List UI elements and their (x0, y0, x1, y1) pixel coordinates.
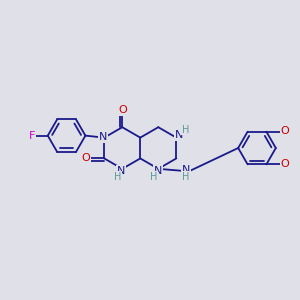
Text: F: F (29, 130, 35, 141)
Text: O: O (119, 105, 128, 116)
Text: H: H (182, 125, 189, 135)
Text: O: O (81, 153, 90, 164)
Text: O: O (281, 126, 290, 136)
Text: O: O (281, 159, 290, 169)
Text: N: N (154, 166, 163, 176)
Text: H: H (150, 172, 157, 182)
Text: H: H (114, 172, 121, 182)
Text: N: N (99, 132, 107, 142)
Text: H: H (182, 172, 190, 182)
Text: N: N (117, 166, 125, 176)
Text: N: N (182, 165, 190, 175)
Text: N: N (175, 130, 184, 140)
